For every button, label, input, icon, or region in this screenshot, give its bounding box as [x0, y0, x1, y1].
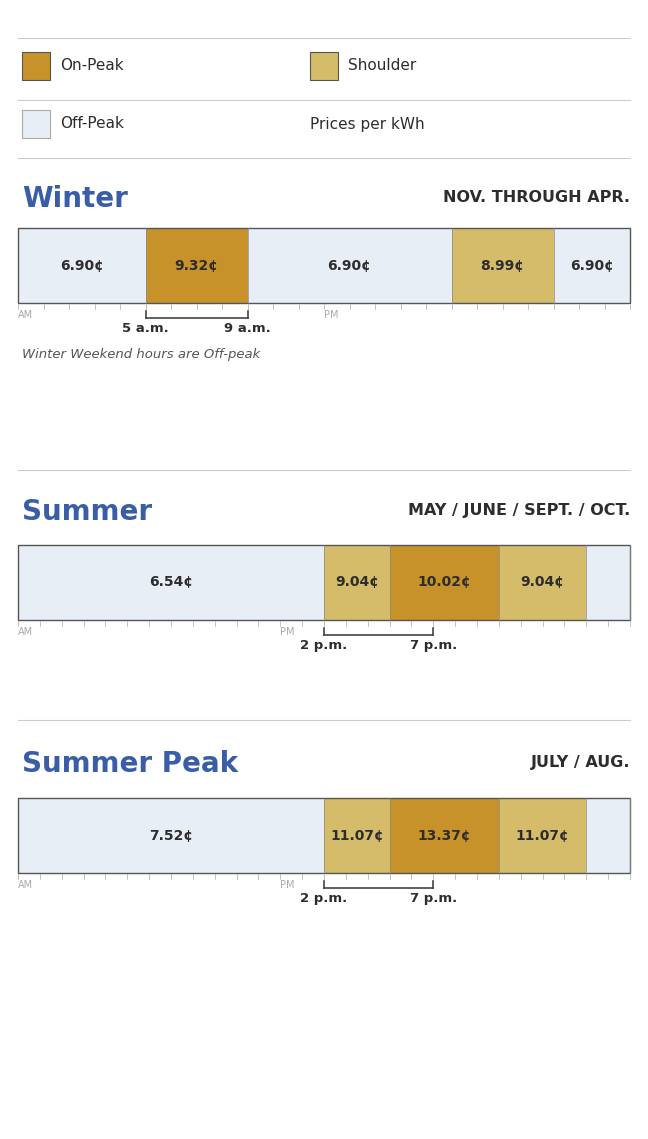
Bar [452, 228, 553, 303]
Text: 7 p.m.: 7 p.m. [410, 639, 457, 652]
Text: 11.07¢: 11.07¢ [516, 828, 570, 843]
Text: Prices per kWh: Prices per kWh [310, 116, 424, 131]
Bar [18, 228, 630, 303]
Bar [18, 544, 630, 620]
Text: 6.90¢: 6.90¢ [570, 259, 614, 272]
Text: Off-Peak: Off-Peak [60, 116, 124, 131]
Text: PM: PM [281, 880, 295, 890]
Text: 8.99¢: 8.99¢ [481, 259, 524, 272]
Text: AM: AM [18, 310, 33, 320]
Text: 2 p.m.: 2 p.m. [301, 639, 347, 652]
Text: 9.04¢: 9.04¢ [520, 575, 564, 590]
Text: 9.32¢: 9.32¢ [174, 259, 218, 272]
Text: JULY / AUG.: JULY / AUG. [531, 755, 630, 770]
Text: Winter: Winter [22, 185, 128, 213]
Bar [18, 798, 324, 872]
Text: 10.02¢: 10.02¢ [417, 575, 471, 590]
Text: AM: AM [18, 626, 33, 637]
Text: AM: AM [18, 880, 33, 890]
Text: 6.54¢: 6.54¢ [149, 575, 193, 590]
Bar [22, 110, 50, 138]
Text: MAY / JUNE / SEPT. / OCT.: MAY / JUNE / SEPT. / OCT. [408, 503, 630, 518]
Text: Summer Peak: Summer Peak [22, 749, 238, 778]
Text: 9 a.m.: 9 a.m. [224, 322, 271, 335]
Bar [18, 544, 324, 620]
Bar [248, 228, 452, 303]
Text: Winter Weekend hours are Off-peak: Winter Weekend hours are Off-peak [22, 349, 260, 361]
Bar [553, 228, 630, 303]
Text: 11.07¢: 11.07¢ [330, 828, 384, 843]
Text: PM: PM [281, 626, 295, 637]
Text: PM: PM [324, 310, 338, 320]
Bar [499, 544, 586, 620]
Bar [389, 544, 499, 620]
Text: 7 p.m.: 7 p.m. [410, 892, 457, 906]
Text: 9.04¢: 9.04¢ [335, 575, 378, 590]
Text: NOV. THROUGH APR.: NOV. THROUGH APR. [443, 190, 630, 205]
Bar [324, 798, 389, 872]
Bar [389, 798, 499, 872]
Bar [18, 228, 146, 303]
Text: 6.90¢: 6.90¢ [60, 259, 104, 272]
Text: 13.37¢: 13.37¢ [417, 828, 471, 843]
Bar [310, 52, 338, 80]
Text: 2 p.m.: 2 p.m. [301, 892, 347, 906]
Bar [499, 798, 586, 872]
Bar [586, 544, 630, 620]
Text: On-Peak: On-Peak [60, 58, 124, 74]
Text: 7.52¢: 7.52¢ [149, 828, 193, 843]
Bar [324, 544, 389, 620]
Bar [146, 228, 248, 303]
Bar [18, 798, 630, 872]
Text: Shoulder: Shoulder [348, 58, 416, 74]
Text: 5 a.m.: 5 a.m. [122, 322, 169, 335]
Bar [22, 52, 50, 80]
Bar [586, 798, 630, 872]
Text: 6.90¢: 6.90¢ [328, 259, 371, 272]
Text: Summer: Summer [22, 498, 152, 526]
